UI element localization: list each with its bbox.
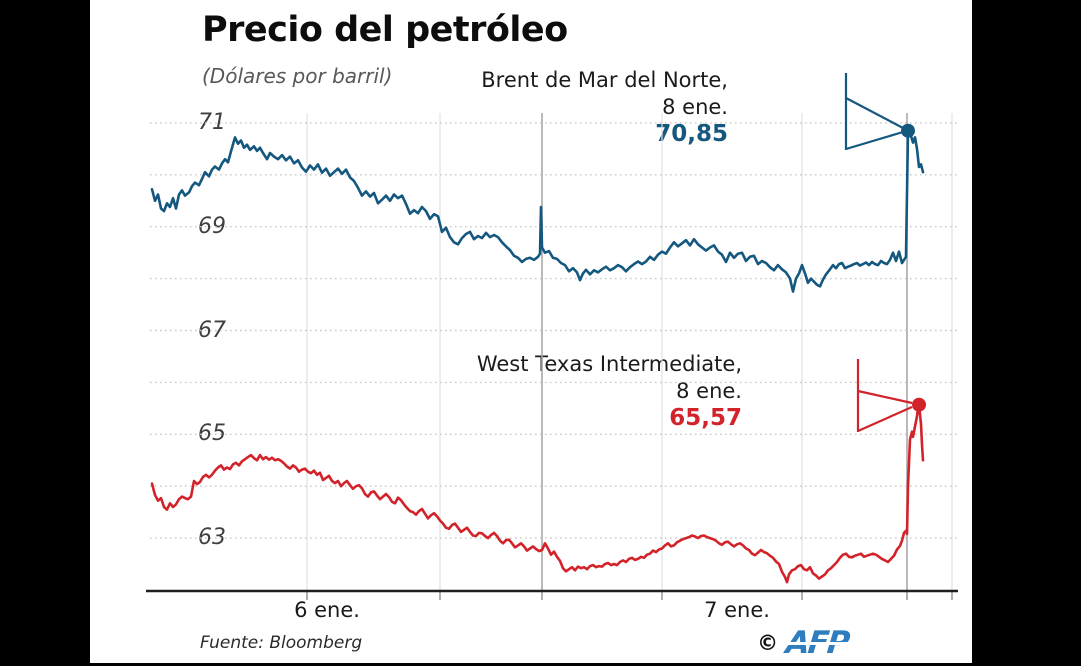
afp-logo: © AFP bbox=[757, 625, 851, 661]
wti-value: 65,57 bbox=[669, 405, 742, 431]
y-axis-label: 67 bbox=[198, 317, 226, 343]
wti-date-label: 8 ene. bbox=[676, 379, 742, 403]
y-axis-label: 71 bbox=[198, 109, 226, 135]
page-title: Precio del petróleo bbox=[202, 10, 568, 50]
source-credit: Fuente: Bloomberg bbox=[200, 633, 363, 653]
brent-date-label: 8 ene. bbox=[662, 95, 728, 119]
y-axis-label: 69 bbox=[198, 213, 226, 239]
wti-series-label: West Texas Intermediate, bbox=[476, 352, 742, 376]
brent-series-label: Brent de Mar del Norte, bbox=[481, 68, 728, 92]
brent-callout: Brent de Mar del Norte, 8 ene. 70,85 bbox=[481, 67, 728, 148]
afp-wordmark: AFP bbox=[783, 625, 851, 661]
wti-callout: West Texas Intermediate, 8 ene. 65,57 bbox=[477, 351, 742, 432]
y-axis-label: 63 bbox=[198, 525, 226, 551]
x-axis-label: 7 ene. bbox=[704, 598, 770, 622]
copyright-icon: © bbox=[757, 631, 779, 655]
infographic-panel: Precio del petróleo (Dólares por barril)… bbox=[90, 0, 972, 663]
x-axis-label: 6 ene. bbox=[294, 598, 360, 622]
brent-value: 70,85 bbox=[655, 121, 728, 147]
afp-logo-slit bbox=[783, 641, 851, 645]
y-axis-label: 65 bbox=[198, 421, 226, 447]
page-subtitle: (Dólares por barril) bbox=[202, 64, 393, 88]
